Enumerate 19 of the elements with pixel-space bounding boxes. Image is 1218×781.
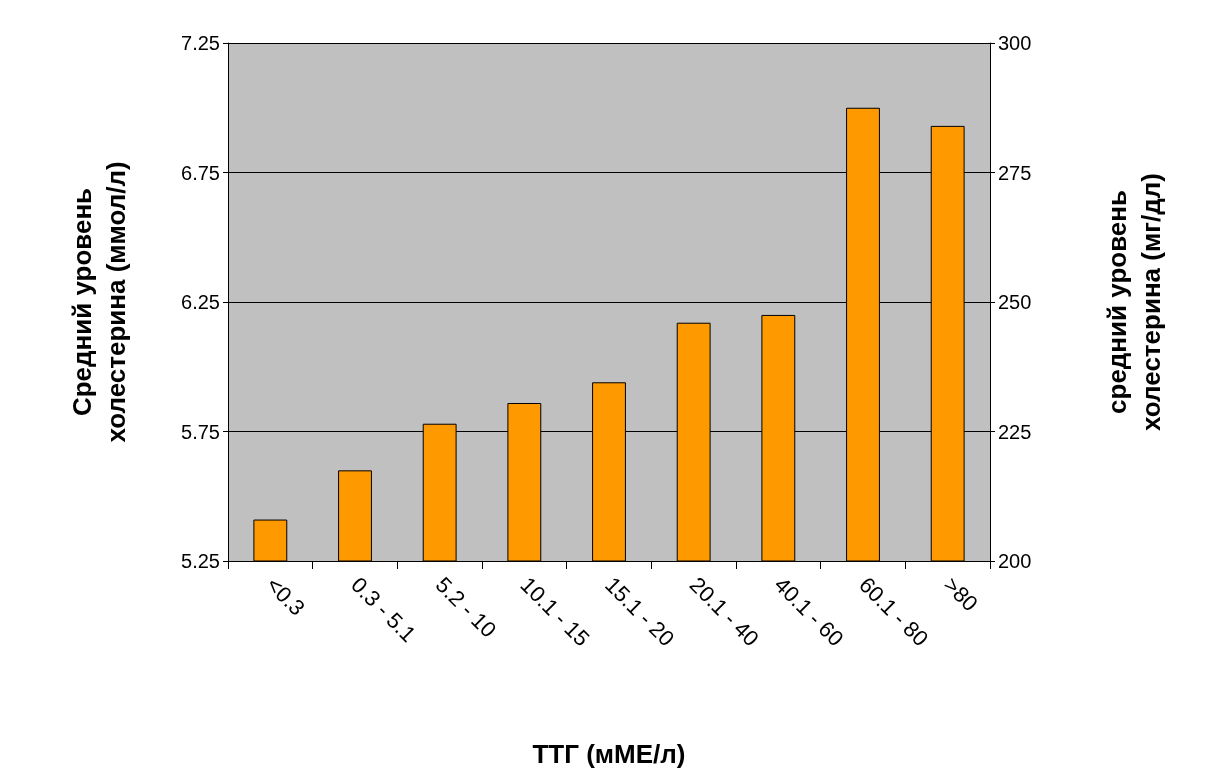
x-tick-label: <0.3 bbox=[261, 572, 310, 621]
y-tick-label: 6.25 bbox=[181, 291, 220, 313]
y2-tick-label: 275 bbox=[998, 161, 1032, 184]
y-tick-label: 7.25 bbox=[181, 32, 220, 54]
y-axis-title: Средний уровень холестерина (ммол/л) bbox=[67, 161, 131, 443]
y2-tick-label: 300 bbox=[998, 32, 1032, 54]
y2-tick-label: 225 bbox=[998, 420, 1032, 443]
y2-tick-label: 200 bbox=[998, 550, 1032, 572]
x-tick-label: 10.1 - 15 bbox=[515, 572, 595, 652]
y-tick-label: 5.75 bbox=[181, 420, 220, 443]
x-tick-label: 0.3 - 5.1 bbox=[346, 572, 421, 647]
y-tick-label: 5.25 bbox=[181, 550, 220, 572]
x-tick-label: 40.1 - 60 bbox=[769, 572, 849, 652]
x-axis-title: ТТГ (мМЕ/л) bbox=[532, 739, 686, 769]
x-tick-label: >80 bbox=[938, 572, 983, 617]
x-tick-label: 5.2 - 10 bbox=[430, 572, 502, 643]
y2-axis-title: средний уровень холестерина (мг/дл) bbox=[1102, 173, 1166, 431]
y-tick-label: 6.75 bbox=[181, 161, 220, 184]
y2-tick-label: 250 bbox=[998, 291, 1032, 313]
